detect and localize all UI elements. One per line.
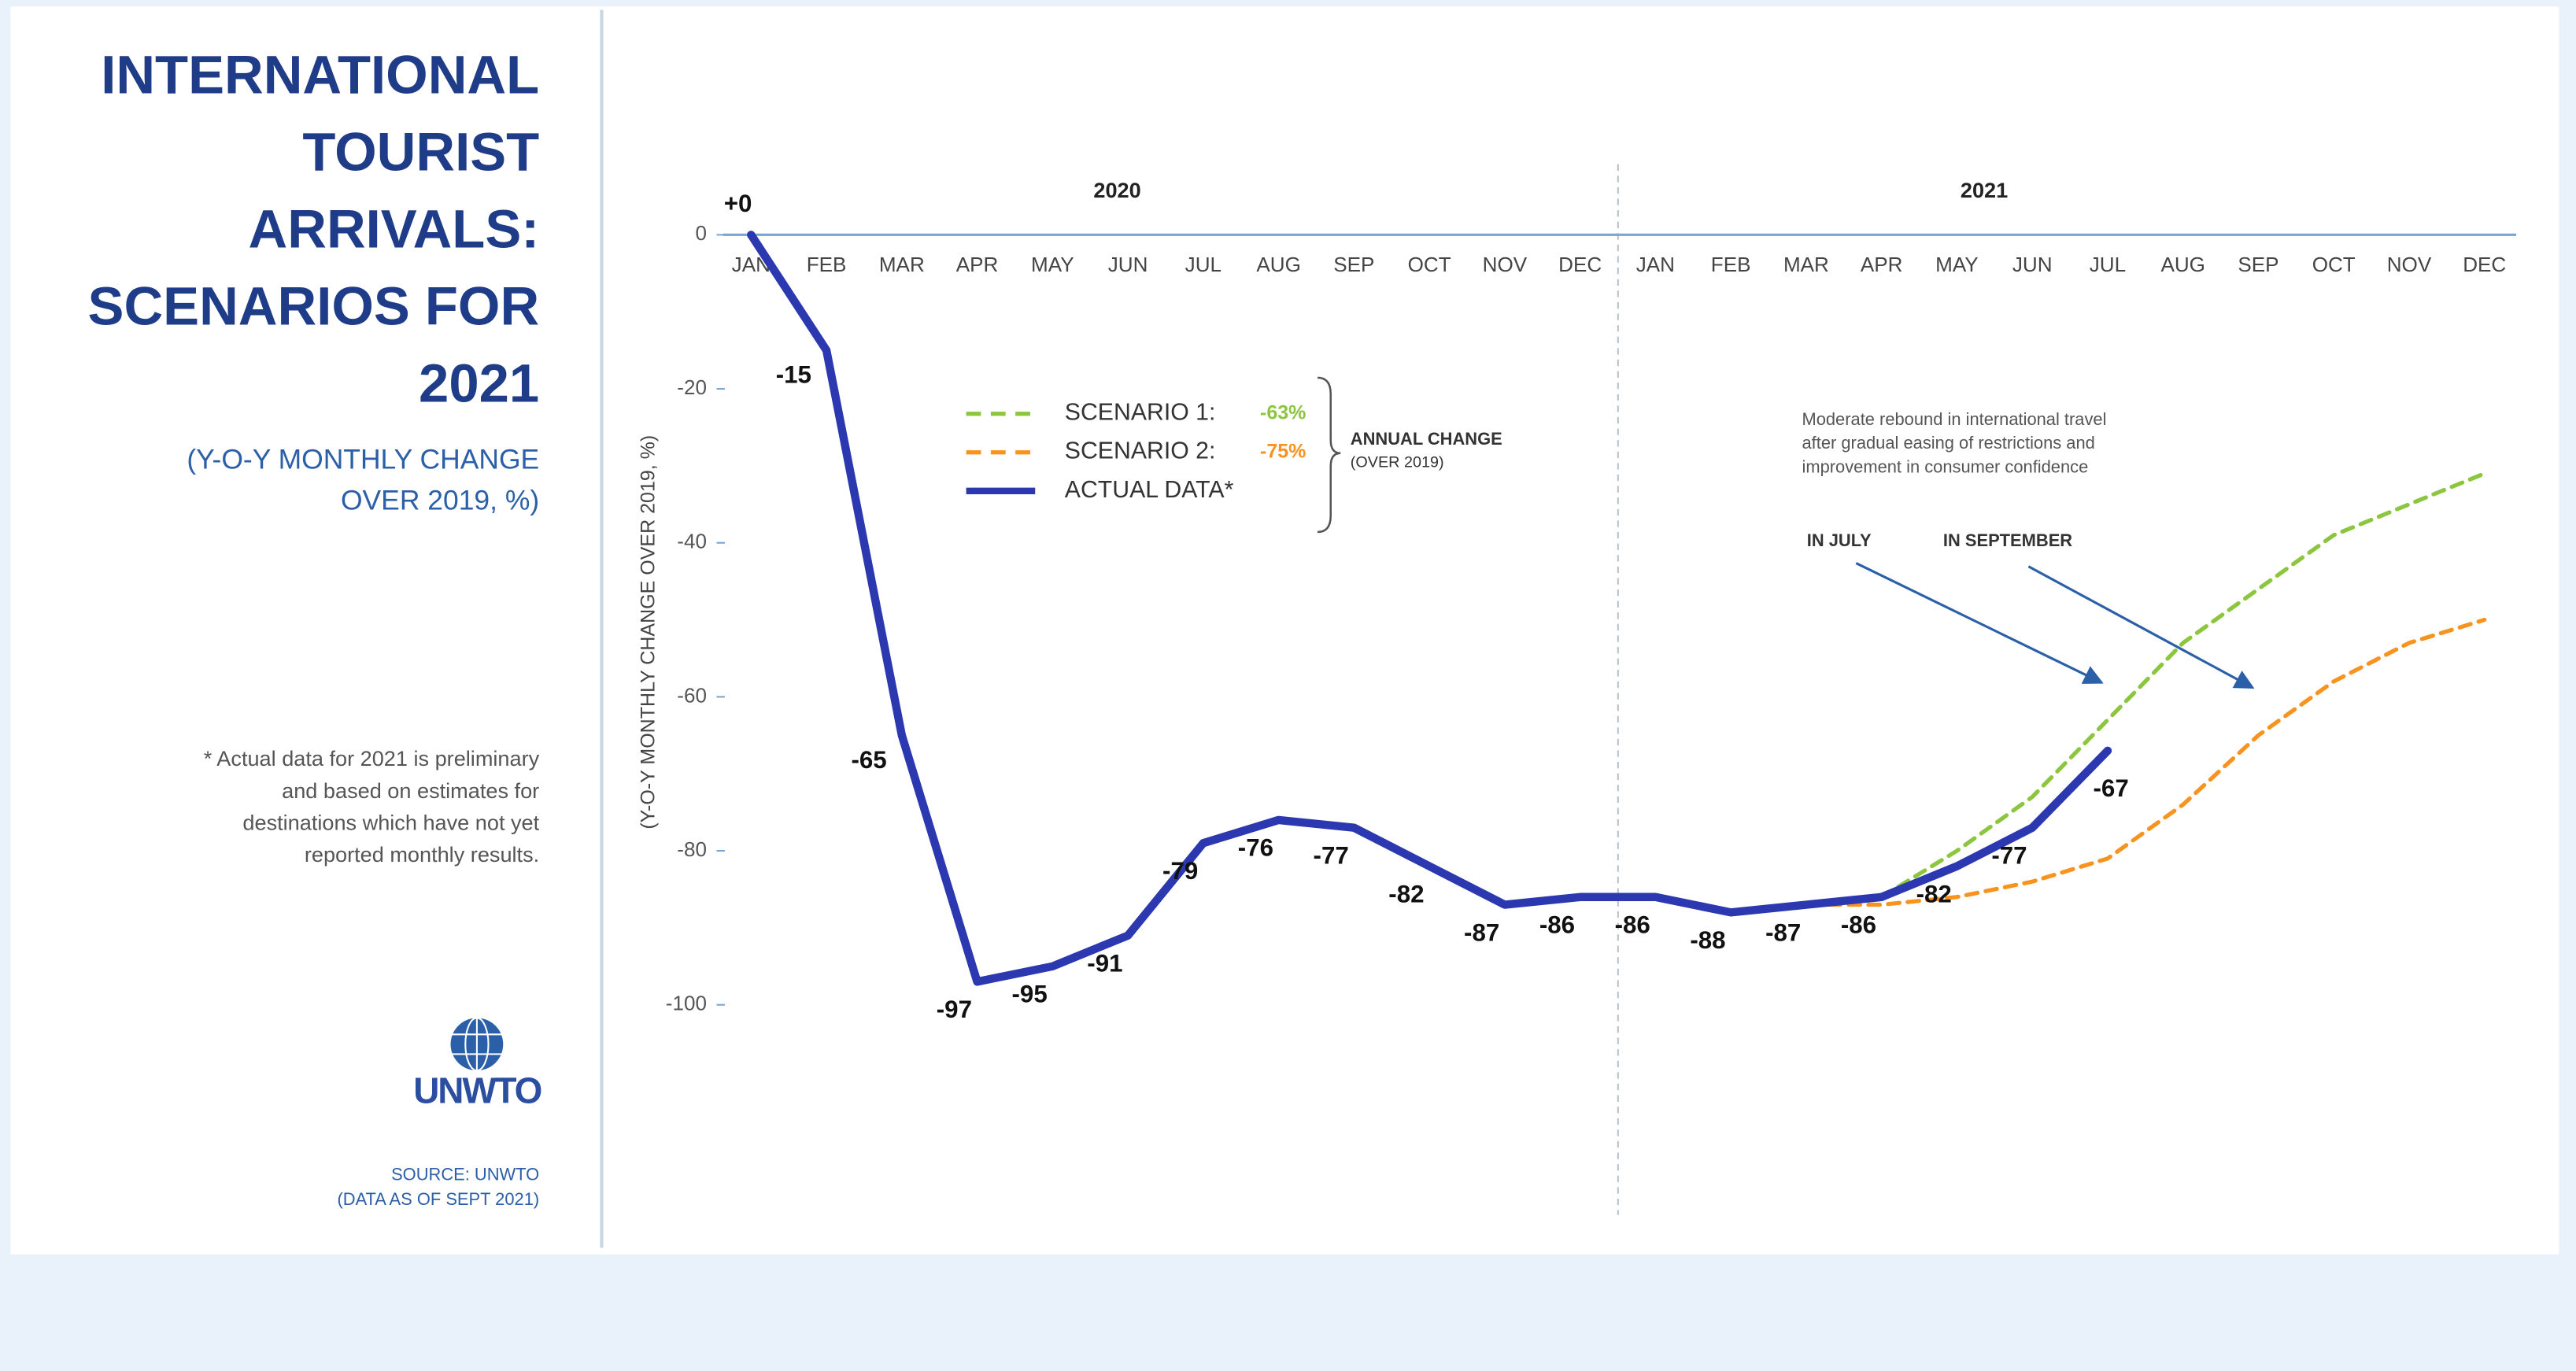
logo-globe: [450, 1017, 504, 1072]
data-label: -82: [1388, 880, 1424, 907]
series-line: [1728, 617, 2487, 915]
panel: [10, 6, 2559, 1255]
legend-brace: [1317, 376, 1341, 534]
x-tick-label: SEP: [1333, 253, 1374, 276]
x-tick-label: OCT: [2312, 253, 2356, 276]
legend-label: SCENARIO 1:: [1065, 400, 1216, 426]
title-line: TOURIST: [302, 121, 539, 182]
x-tick-label: AUG: [1256, 253, 1300, 276]
y-tick-label: -20: [677, 375, 707, 399]
legend-value: -75%: [1260, 440, 1306, 462]
arrow: [2027, 565, 2255, 689]
x-tick-label: FEB: [807, 253, 847, 276]
data-label: -95: [1012, 981, 1048, 1008]
x-tick-label: JUN: [1108, 253, 1148, 276]
x-tick-label: NOV: [2387, 253, 2432, 276]
title-line: INTERNATIONAL: [101, 44, 539, 105]
data-label: -91: [1087, 949, 1122, 977]
arrow-label: IN SEPTEMBER: [1943, 530, 2072, 550]
y-tick-label: -40: [677, 530, 707, 553]
x-tick-label: AUG: [2160, 253, 2205, 276]
series-line: [1879, 471, 2487, 900]
title-line: SCENARIOS FOR: [88, 275, 540, 336]
x-tick-label: JAN: [1636, 253, 1675, 276]
x-tick-label: FEB: [1711, 253, 1751, 276]
legend-label: ACTUAL DATA*: [1065, 477, 1234, 503]
y-axis-label: (Y-O-Y MONTHLY CHANGE OVER 2019, %): [638, 435, 660, 830]
y-tick-label: -60: [677, 683, 707, 707]
note-line: * Actual data for 2021 is preliminary: [204, 746, 540, 770]
x-tick-label: APR: [956, 253, 999, 276]
annotation-line: improvement in consumer confidence: [1802, 456, 2088, 476]
data-label: -65: [851, 746, 886, 774]
data-label: -86: [1615, 911, 1650, 939]
x-tick-label: JUL: [2090, 253, 2126, 276]
x-tick-label: MAY: [1031, 253, 1074, 276]
x-tick-label: DEC: [1558, 253, 1602, 276]
data-label: -76: [1238, 834, 1273, 862]
y-tick-label: -100: [666, 992, 707, 1015]
data-label: -79: [1162, 857, 1198, 885]
year-label: 2020: [1093, 178, 1140, 202]
data-label: -86: [1841, 911, 1876, 939]
data-label: -82: [1916, 880, 1952, 907]
x-tick-label: MAY: [1935, 253, 1979, 276]
data-label: -77: [1314, 842, 1349, 870]
x-tick-label: JUL: [1185, 253, 1221, 276]
source-line: (DATA AS OF SEPT 2021): [337, 1189, 539, 1209]
y-tick-label: 0: [695, 221, 707, 245]
legend-label: SCENARIO 2:: [1065, 438, 1216, 464]
x-tick-label: SEP: [2238, 253, 2278, 276]
data-label: -77: [1991, 842, 2027, 870]
legend-note: (OVER 2019): [1351, 454, 1444, 471]
source-line: SOURCE: UNWTO: [391, 1165, 539, 1184]
x-tick-label: NOV: [1483, 253, 1528, 276]
data-label: -88: [1690, 926, 1725, 954]
subtitle-line: (Y-O-Y MONTHLY CHANGE: [187, 444, 539, 475]
legend-value: -63%: [1260, 401, 1306, 423]
annotation-line: after gradual easing of restrictions and: [1802, 433, 2094, 453]
x-tick-label: DEC: [2463, 253, 2506, 276]
arrow-label: IN JULY: [1807, 530, 1872, 550]
title-line: ARRIVALS:: [249, 198, 540, 259]
x-tick-label: MAR: [1783, 253, 1829, 276]
data-label: -67: [2094, 774, 2129, 802]
note-line: destinations which have not yet: [242, 810, 539, 834]
series-line: [747, 231, 2112, 986]
y-tick-label: -80: [677, 837, 707, 861]
x-tick-label: APR: [1861, 253, 1903, 276]
data-label: -87: [1765, 918, 1801, 946]
year-label: 2021: [1961, 178, 2008, 202]
x-tick-label: JUN: [2012, 253, 2053, 276]
x-tick-label: MAR: [879, 253, 925, 276]
note-line: and based on estimates for: [282, 778, 539, 803]
data-label: -15: [776, 361, 811, 389]
data-label: -87: [1464, 918, 1499, 946]
note-line: reported monthly results.: [305, 842, 539, 867]
subtitle-line: OVER 2019, %): [341, 485, 539, 516]
annotation-line: Moderate rebound in international travel: [1802, 409, 2106, 429]
data-label: +0: [724, 190, 752, 217]
title-line: 2021: [419, 353, 539, 414]
logo-text: UNWTO: [413, 1070, 541, 1111]
x-tick-label: OCT: [1408, 253, 1451, 276]
data-label: -86: [1539, 911, 1575, 939]
data-label: -97: [937, 996, 972, 1023]
legend-note: ANNUAL CHANGE: [1351, 429, 1502, 449]
arrow: [1855, 562, 2104, 684]
